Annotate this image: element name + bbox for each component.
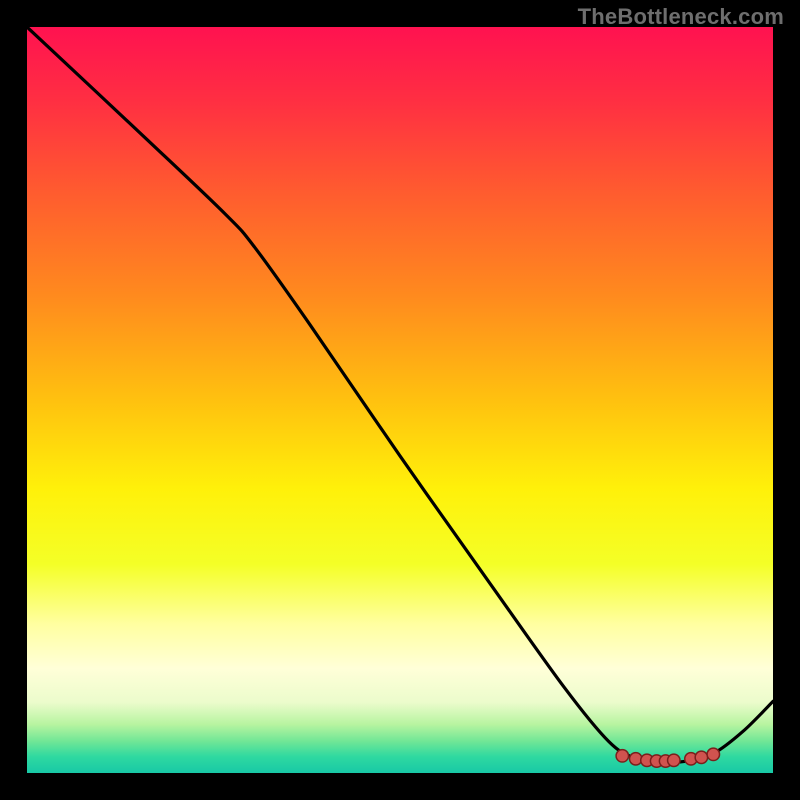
bottleneck-curve-chart <box>27 27 773 773</box>
optimal-marker <box>616 750 628 762</box>
optimal-marker <box>707 748 719 760</box>
optimal-marker <box>668 754 680 766</box>
optimal-marker <box>630 753 642 765</box>
optimal-marker <box>695 751 707 763</box>
chart-plot-area <box>27 27 773 773</box>
chart-background-gradient <box>27 27 773 773</box>
